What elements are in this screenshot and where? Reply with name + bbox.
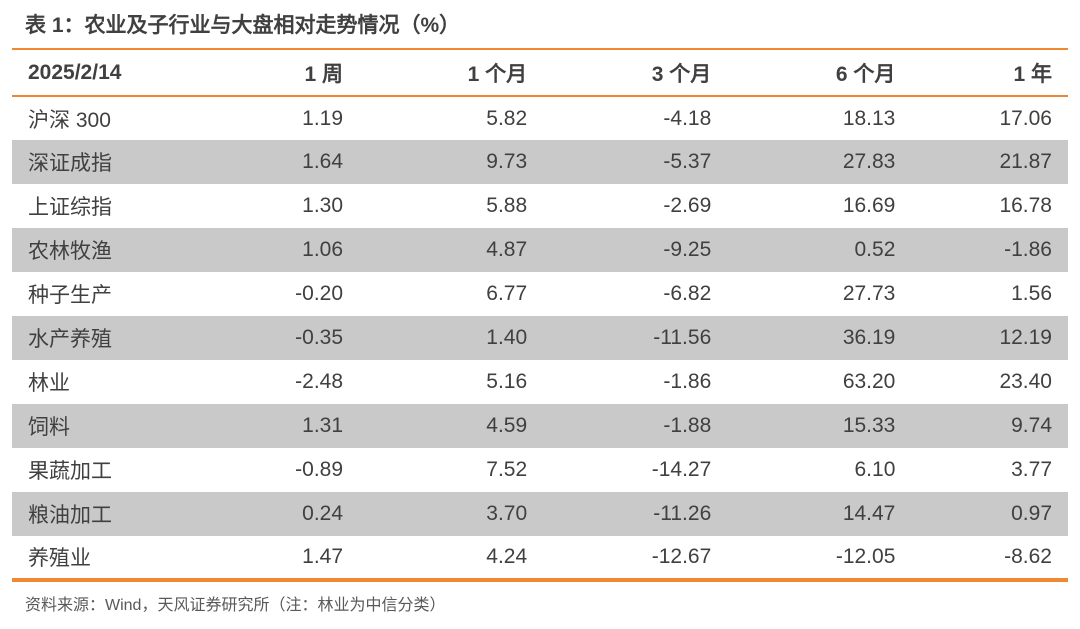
column-header-1m: 1 个月 (359, 50, 544, 97)
cell-1y: 12.19 (999, 326, 1052, 349)
cell-1w: 1.31 (302, 414, 344, 437)
table-body: 沪深 300 1.19 5.82 -4.18 18.13 17.06 深证成指 … (12, 96, 1068, 580)
cell-1y: 1.56 (1011, 282, 1052, 305)
table-header: 2025/2/14 1 周 1 个月 3 个月 6 个月 1 年 (12, 50, 1068, 97)
relative-performance-table: 2025/2/14 1 周 1 个月 3 个月 6 个月 1 年 沪深 300 … (12, 50, 1068, 582)
cell-1y: -1.86 (1004, 238, 1052, 261)
cell-6m: 27.73 (842, 282, 896, 305)
table-row: 养殖业 1.47 4.24 -12.67 -12.05 -8.62 (12, 536, 1068, 580)
row-label: 饲料 (28, 416, 70, 439)
table-row: 果蔬加工 -0.89 7.52 -14.27 6.10 3.77 (12, 448, 1068, 492)
cell-1m: 5.16 (486, 370, 528, 393)
table-row: 深证成指 1.64 9.73 -5.37 27.83 21.87 (12, 140, 1068, 184)
cell-1y: 17.06 (999, 106, 1052, 130)
row-label: 种子生产 (28, 284, 112, 307)
cell-1m: 1.40 (486, 326, 528, 349)
cell-3m: -14.27 (651, 458, 712, 481)
table-row: 农林牧渔 1.06 4.87 -9.25 0.52 -1.86 (12, 228, 1068, 272)
cell-1m: 4.87 (486, 238, 528, 261)
cell-1m: 6.77 (486, 282, 528, 305)
cell-6m: 16.69 (842, 194, 896, 217)
cell-6m: 18.13 (842, 106, 896, 130)
cell-1m: 5.88 (486, 194, 528, 217)
cell-1w: -2.48 (295, 370, 344, 393)
cell-1y: 21.87 (999, 150, 1052, 173)
cell-1w: 1.64 (302, 150, 344, 173)
table-row: 粮油加工 0.24 3.70 -11.26 14.47 0.97 (12, 492, 1068, 536)
cell-1y: 16.78 (999, 194, 1052, 217)
source-note: 资料来源：Wind，天风证券研究所（注：林业为中信分类） (25, 597, 446, 614)
cell-6m: 14.47 (842, 502, 896, 525)
column-header-1y: 1 年 (911, 50, 1068, 97)
cell-6m: -12.05 (835, 545, 896, 568)
cell-1y: 9.74 (1011, 414, 1052, 437)
column-header-1w: 1 周 (174, 50, 360, 97)
cell-6m: 15.33 (842, 414, 896, 437)
row-label: 林业 (28, 372, 70, 395)
table-row: 饲料 1.31 4.59 -1.88 15.33 9.74 (12, 404, 1068, 448)
row-label: 水产养殖 (28, 328, 112, 351)
cell-6m: 0.52 (854, 238, 896, 261)
cell-1w: -0.35 (295, 326, 344, 349)
cell-3m: -9.25 (663, 238, 712, 261)
cell-1m: 4.59 (486, 414, 528, 437)
cell-1y: -8.62 (1004, 545, 1052, 568)
cell-6m: 36.19 (842, 326, 896, 349)
cell-6m: 63.20 (842, 370, 896, 393)
cell-1y: 3.77 (1011, 458, 1052, 481)
header-row: 2025/2/14 1 周 1 个月 3 个月 6 个月 1 年 (12, 50, 1068, 97)
row-label: 粮油加工 (28, 504, 112, 527)
table-row: 上证综指 1.30 5.88 -2.69 16.69 16.78 (12, 184, 1068, 228)
cell-1w: -0.20 (295, 282, 344, 305)
cell-1w: 0.24 (302, 502, 344, 525)
table-row: 林业 -2.48 5.16 -1.86 63.20 23.40 (12, 360, 1068, 404)
cell-3m: -12.67 (651, 545, 712, 568)
cell-1w: 1.06 (302, 238, 344, 261)
cell-3m: -1.88 (663, 414, 712, 437)
table-row: 种子生产 -0.20 6.77 -6.82 27.73 1.56 (12, 272, 1068, 316)
row-label: 沪深 300 (28, 108, 111, 132)
cell-1y: 0.97 (1011, 502, 1052, 525)
cell-6m: 6.10 (854, 458, 896, 481)
cell-1m: 9.73 (486, 150, 528, 173)
cell-1w: 1.19 (302, 106, 344, 130)
row-label: 果蔬加工 (28, 460, 112, 483)
cell-3m: -5.37 (663, 150, 712, 173)
row-label: 农林牧渔 (28, 240, 112, 263)
row-label: 深证成指 (28, 152, 112, 175)
cell-1m: 3.70 (486, 502, 528, 525)
cell-3m: -6.82 (663, 282, 712, 305)
cell-3m: -11.26 (653, 502, 712, 525)
cell-6m: 27.83 (842, 150, 896, 173)
column-header-3m: 3 个月 (543, 50, 728, 97)
table-title: 表 1：农业及子行业与大盘相对走势情况（%） (12, 0, 1068, 50)
cell-3m: -4.18 (663, 106, 712, 130)
row-label: 上证综指 (28, 196, 112, 219)
cell-1w: 1.30 (302, 194, 344, 217)
cell-1w: 1.47 (302, 545, 344, 568)
row-label: 养殖业 (28, 547, 91, 570)
column-header-date: 2025/2/14 (12, 50, 175, 97)
table-row: 沪深 300 1.19 5.82 -4.18 18.13 17.06 (12, 96, 1068, 140)
cell-1m: 4.24 (486, 545, 528, 568)
cell-1m: 5.82 (486, 106, 528, 130)
cell-3m: -1.86 (663, 370, 712, 393)
column-header-6m: 6 个月 (727, 50, 912, 97)
table-row: 水产养殖 -0.35 1.40 -11.56 36.19 12.19 (12, 316, 1068, 360)
cell-1w: -0.89 (295, 458, 344, 481)
cell-3m: -2.69 (663, 194, 712, 217)
cell-1y: 23.40 (999, 370, 1052, 393)
cell-3m: -11.56 (653, 326, 712, 349)
cell-1m: 7.52 (486, 458, 528, 481)
